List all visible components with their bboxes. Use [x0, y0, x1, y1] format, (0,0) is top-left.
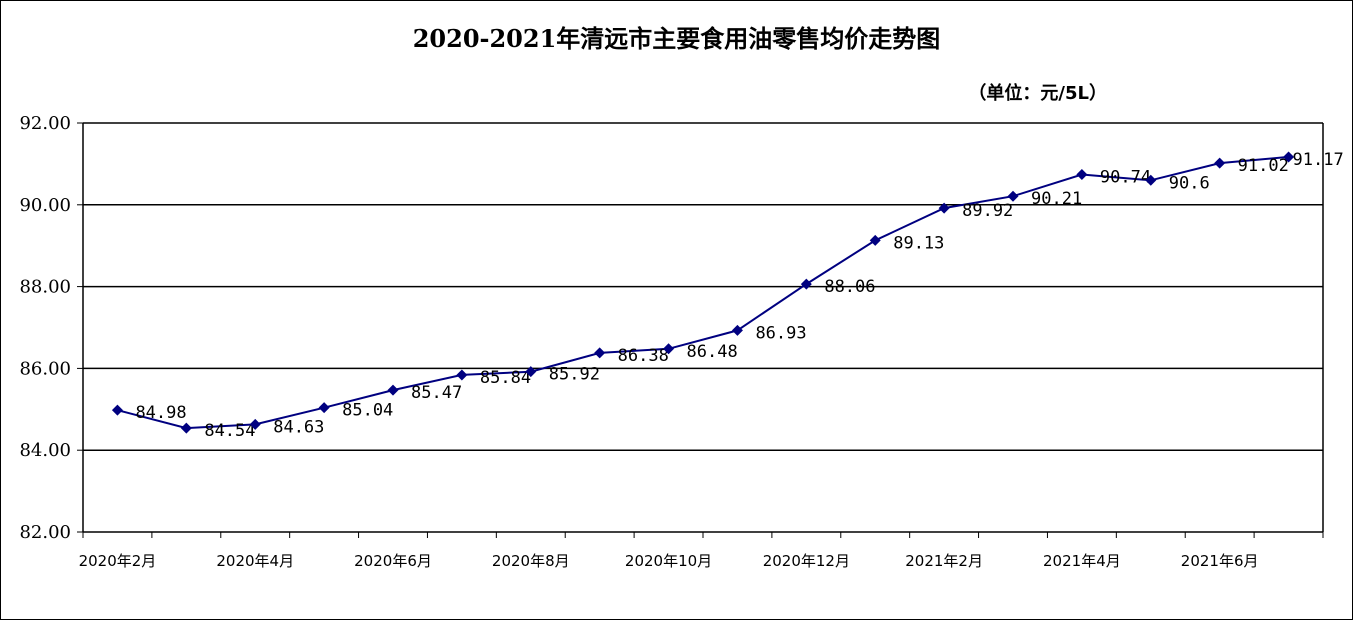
- data-label: 86.93: [755, 323, 806, 343]
- chart-title: 2020-2021年清远市主要食用油零售均价走势图: [412, 24, 941, 53]
- y-tick-label: 86.00: [19, 358, 71, 379]
- x-tick-label: 2021年2月: [905, 552, 983, 570]
- data-label: 85.92: [549, 365, 600, 385]
- data-point: [731, 324, 743, 336]
- x-tick-label: 2020年10月: [625, 552, 712, 570]
- data-point: [387, 384, 399, 396]
- data-label: 90.21: [1031, 189, 1082, 209]
- data-label: 84.54: [204, 421, 255, 441]
- data-label: 84.98: [135, 403, 186, 423]
- data-point: [1214, 157, 1226, 169]
- data-point: [663, 343, 675, 355]
- data-point: [180, 422, 192, 434]
- data-point: [1007, 190, 1019, 202]
- data-label: 89.92: [962, 201, 1013, 221]
- data-point: [594, 347, 606, 359]
- data-point: [249, 418, 261, 430]
- data-label: 88.06: [824, 277, 875, 297]
- x-tick-label: 2021年6月: [1181, 552, 1259, 570]
- data-point: [1076, 169, 1088, 181]
- x-tick-label: 2020年6月: [354, 552, 432, 570]
- data-label: 84.63: [273, 417, 324, 437]
- x-tick-label: 2020年8月: [492, 552, 570, 570]
- data-point: [456, 369, 468, 381]
- data-point: [318, 402, 330, 414]
- data-label: 85.84: [480, 368, 531, 388]
- data-label: 91.02: [1238, 156, 1289, 176]
- data-point: [525, 366, 537, 378]
- data-label: 89.13: [893, 233, 944, 253]
- x-tick-label: 2021年4月: [1043, 552, 1121, 570]
- y-tick-label: 82.00: [19, 522, 71, 543]
- y-tick-label: 84.00: [19, 440, 71, 461]
- data-label: 90.74: [1100, 168, 1151, 188]
- data-label: 91.17: [1293, 150, 1344, 170]
- data-point: [938, 202, 950, 214]
- data-label: 86.38: [618, 346, 669, 366]
- y-tick-label: 90.00: [19, 195, 71, 216]
- data-point: [1283, 151, 1295, 163]
- data-point: [111, 404, 123, 416]
- data-point: [869, 234, 881, 246]
- y-tick-label: 92.00: [19, 113, 71, 134]
- x-tick-label: 2020年12月: [763, 552, 850, 570]
- data-label: 85.04: [342, 401, 393, 421]
- unit-label: （单位：元/5L）: [968, 83, 1107, 104]
- data-point: [800, 278, 812, 290]
- x-tick-label: 2020年4月: [216, 552, 294, 570]
- data-point: [1145, 174, 1157, 186]
- data-label: 90.6: [1169, 173, 1210, 193]
- data-label: 86.48: [687, 342, 738, 362]
- y-tick-label: 88.00: [19, 277, 71, 298]
- x-tick-label: 2020年2月: [79, 552, 157, 570]
- series-line: [117, 155, 1289, 430]
- data-label: 85.47: [411, 383, 462, 403]
